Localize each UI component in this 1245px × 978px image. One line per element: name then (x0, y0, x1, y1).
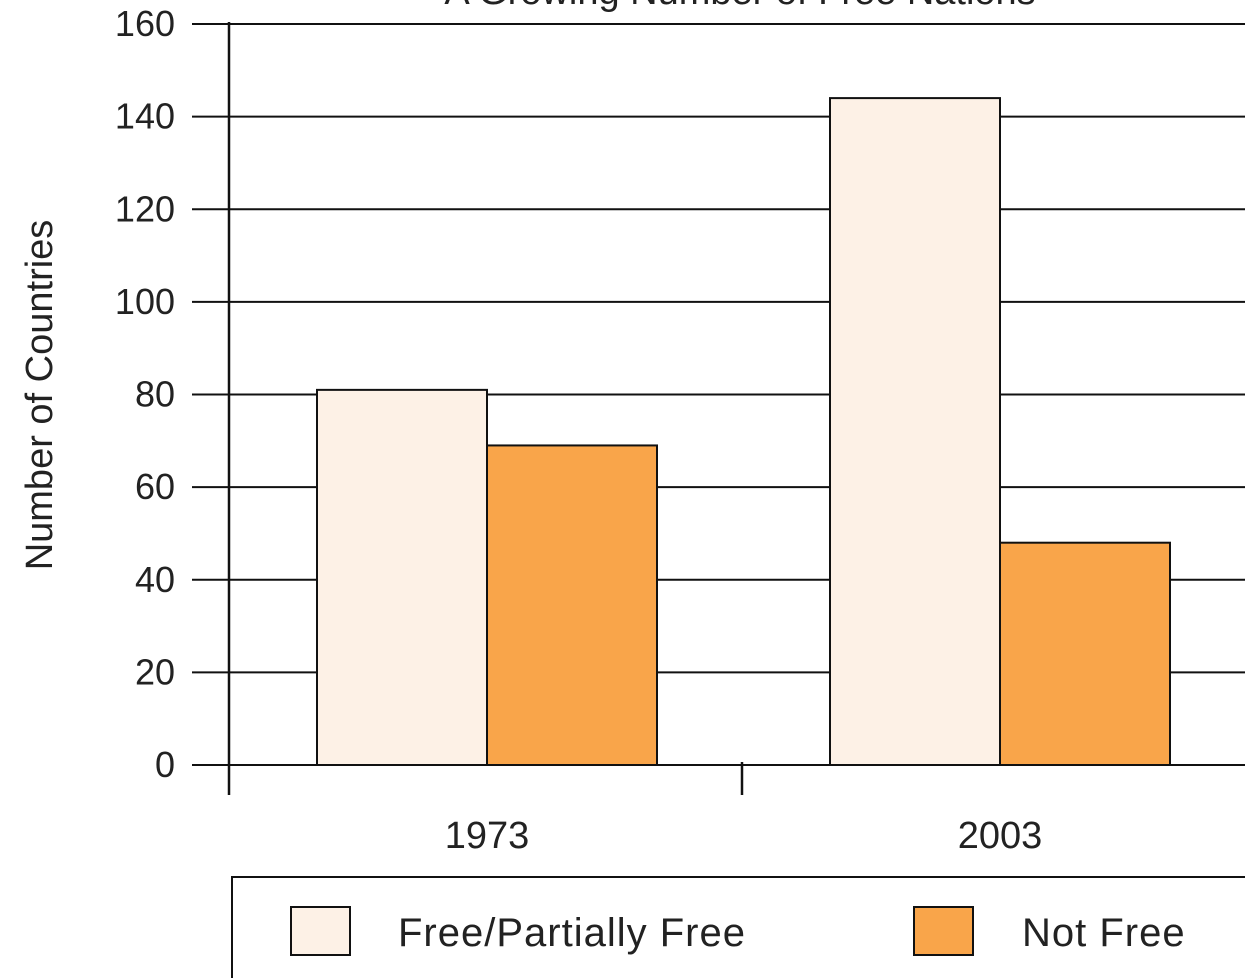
y-tick-label: 100 (115, 281, 175, 322)
bar-free-1973 (316, 388, 488, 766)
bar-not-free-1973 (486, 444, 658, 766)
axes (227, 22, 744, 795)
y-tick-label: 160 (115, 3, 175, 44)
y-tick-label: 40 (135, 559, 175, 600)
y-tick-label: 20 (135, 651, 175, 692)
y-tick-label: 60 (135, 466, 175, 507)
y-tick-label: 80 (135, 374, 175, 415)
x-category-label: 1973 (445, 815, 530, 857)
legend-label: Free/Partially Free (398, 911, 746, 955)
legend-frame (231, 876, 1245, 978)
y-tick-label: 140 (115, 96, 175, 137)
legend: Free/Partially Free Not Free (231, 876, 1245, 978)
bars (316, 97, 1171, 767)
legend-label: Not Free (1022, 911, 1186, 955)
chart-title: A Growing Number of Free Nations (444, 0, 1035, 13)
y-tick-label: 120 (115, 188, 175, 229)
x-category-label: 2003 (958, 815, 1043, 857)
legend-swatch (290, 906, 351, 956)
y-tick-labels: 0 20 40 60 80 100 120 140 160 (115, 3, 175, 785)
y-axis-label: Number of Countries (19, 220, 61, 571)
bar-not-free-2003 (999, 541, 1171, 767)
legend-swatch (913, 906, 974, 956)
bar-free-2003 (829, 97, 1001, 767)
x-category-labels: 1973 2003 (445, 815, 1043, 857)
y-tick-label: 0 (155, 744, 175, 785)
